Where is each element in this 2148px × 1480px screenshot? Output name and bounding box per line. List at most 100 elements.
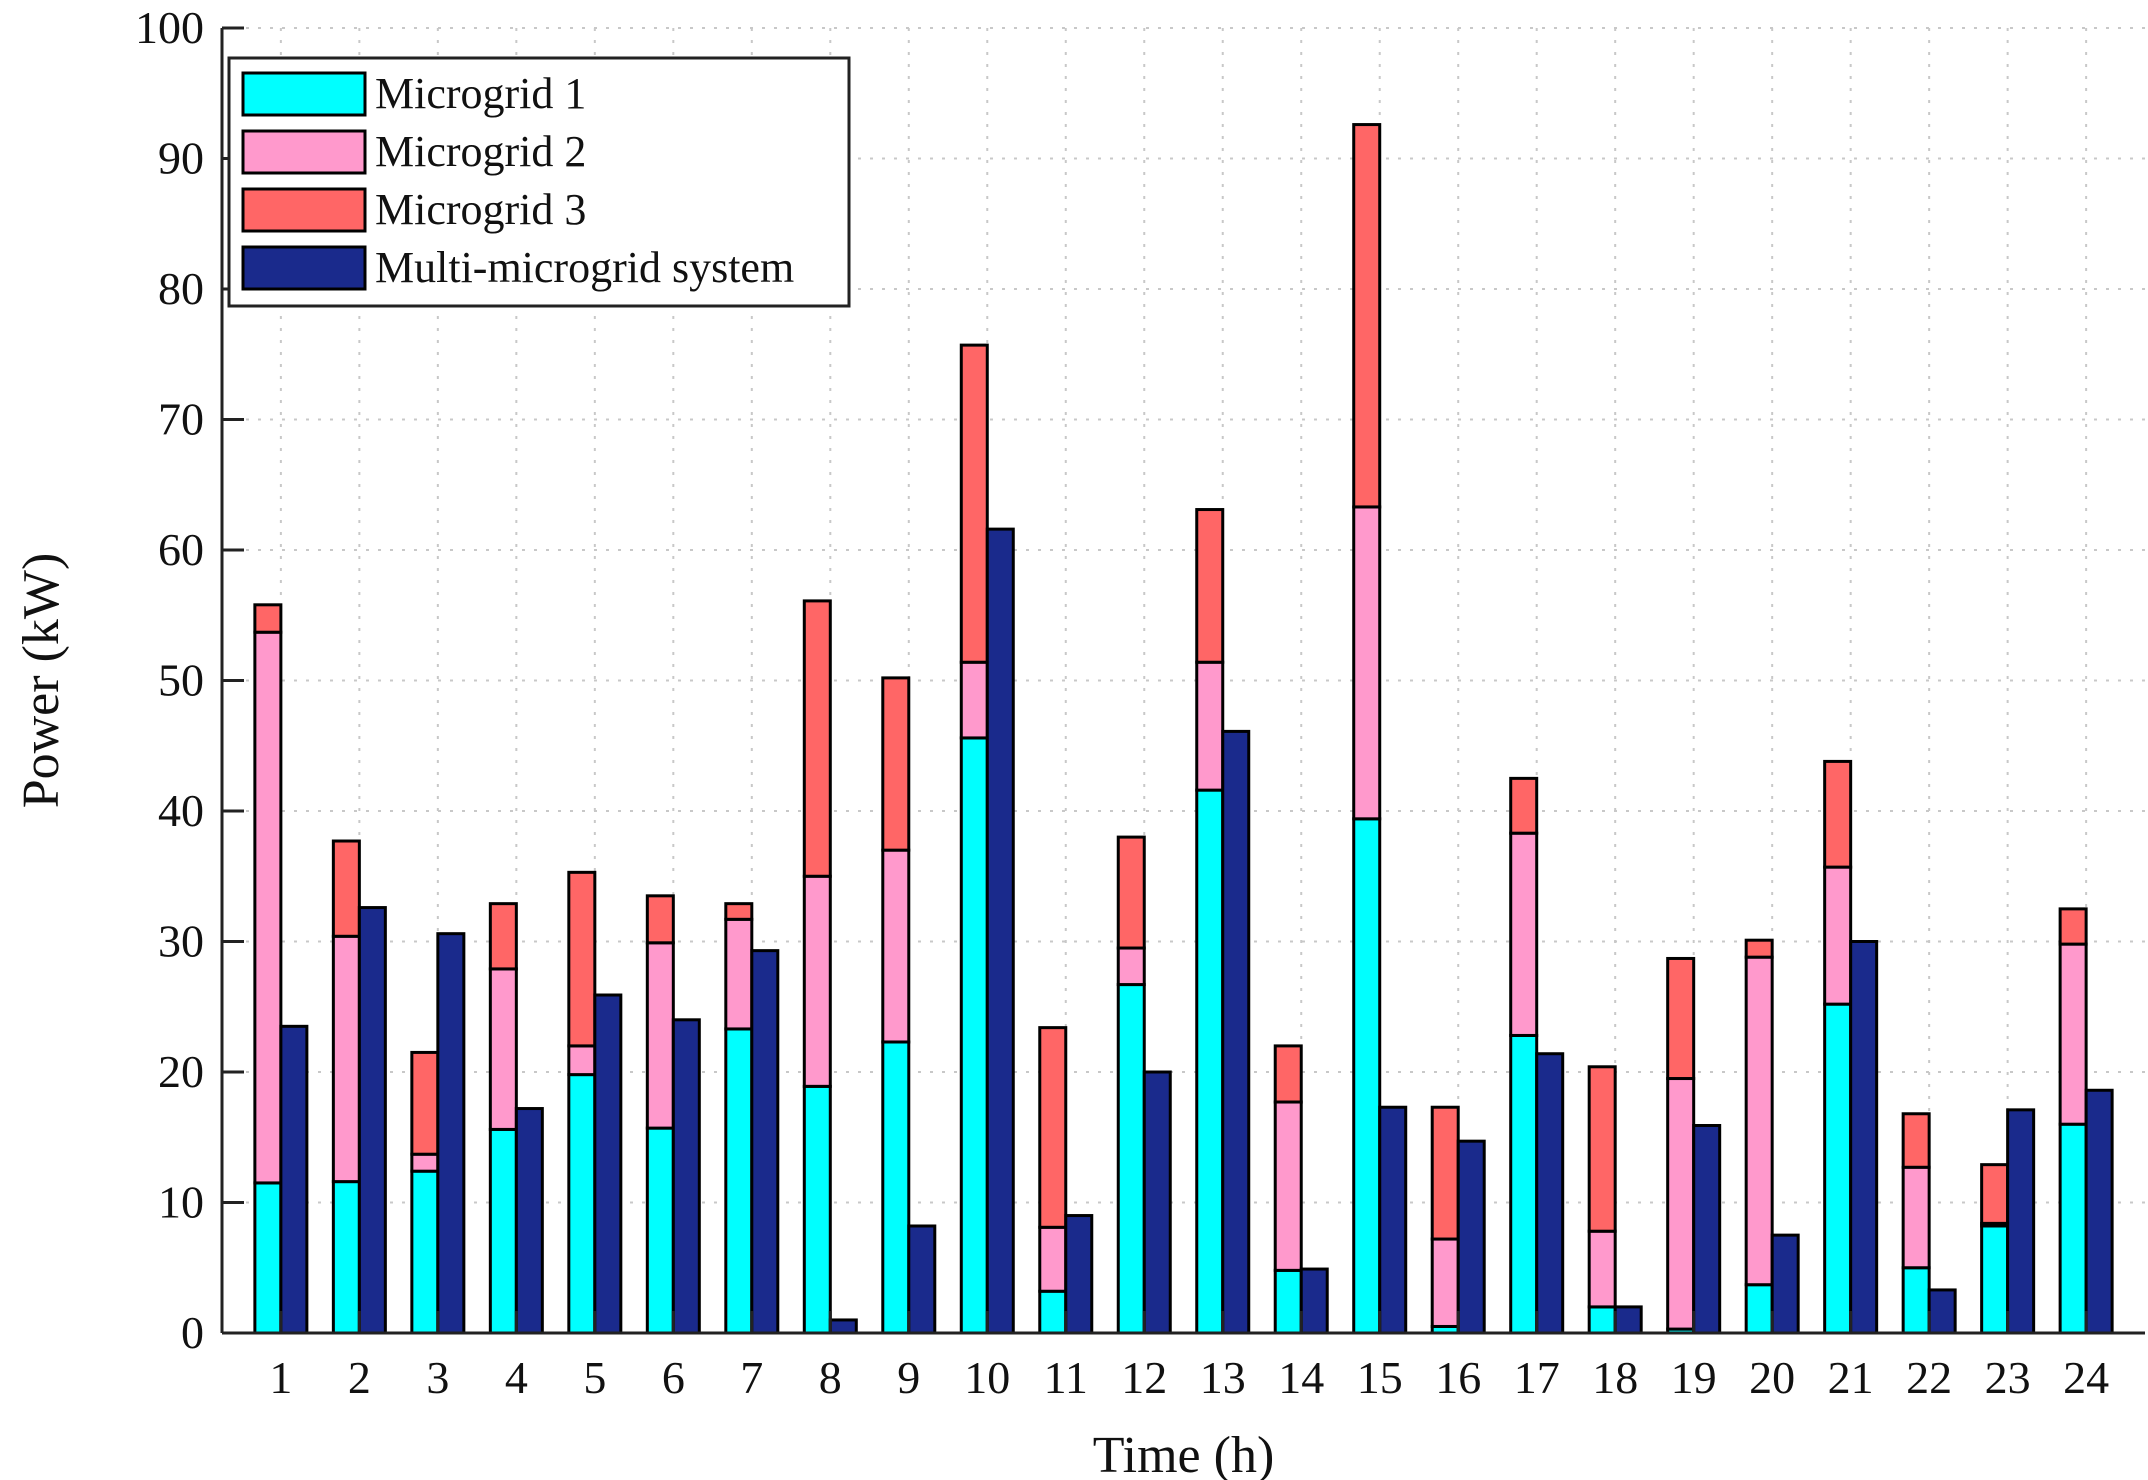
bar-microgrid-3-h20 [1744,938,1774,959]
bar-multi-microgrid-system-h18 [1613,1305,1643,1335]
bar-multi-microgrid-system-h13 [1221,729,1251,1335]
x-tick-label: 5 [583,1352,606,1403]
bar-microgrid-3-h13 [1195,508,1225,664]
bar-multi-microgrid-system-h6 [671,1018,701,1335]
x-tick-label: 10 [964,1352,1010,1403]
y-tick-label: 10 [158,1177,204,1228]
bar-microgrid-3-h17 [1509,776,1539,835]
bar-multi-microgrid-system-h10 [985,527,1015,1335]
bar-microgrid-1-h12 [1116,983,1146,1335]
x-tick-label: 8 [819,1352,842,1403]
bar-microgrid-1-h4 [488,1127,518,1335]
y-tick-label: 80 [158,263,204,314]
bar-microgrid-3-h2 [331,839,361,938]
legend-label: Multi-microgrid system [375,243,794,292]
bar-microgrid-1-h21 [1823,1002,1853,1335]
y-tick-label: 60 [158,524,204,575]
bar-multi-microgrid-system-h24 [2084,1088,2114,1335]
bar-multi-microgrid-system-h23 [2006,1108,2036,1335]
x-tick-label: 1 [269,1352,292,1403]
bar-microgrid-3-h11 [1038,1026,1068,1229]
x-tick-label: 19 [1671,1352,1717,1403]
bar-microgrid-3-h6 [645,894,675,945]
y-tick-label: 40 [158,785,204,836]
y-tick-label: 0 [181,1307,204,1358]
bar-microgrid-3-h22 [1901,1112,1931,1169]
y-tick-label: 30 [158,916,204,967]
bar-microgrid-1-h24 [2058,1122,2088,1335]
bar-microgrid-1-h8 [802,1084,832,1335]
y-tick-label: 100 [135,2,204,53]
bar-microgrid-2-h20 [1744,955,1774,1287]
x-tick-label: 12 [1121,1352,1167,1403]
bar-multi-microgrid-system-h19 [1692,1124,1722,1335]
bar-microgrid-1-h14 [1273,1268,1303,1335]
bar-microgrid-1-h3 [410,1169,440,1335]
x-axis-title: Time (h) [1093,1427,1275,1480]
bar-microgrid-3-h3 [410,1050,440,1156]
y-tick-label: 90 [158,133,204,184]
y-tick-label: 20 [158,1046,204,1097]
x-tick-label: 3 [426,1352,449,1403]
bar-microgrid-2-h11 [1038,1225,1068,1293]
bar-microgrid-1-h15 [1352,817,1382,1335]
x-tick-label: 14 [1278,1352,1324,1403]
x-tick-label: 18 [1592,1352,1638,1403]
bar-microgrid-2-h17 [1509,831,1539,1037]
bar-microgrid-2-h18 [1587,1229,1617,1309]
bar-microgrid-2-h8 [802,874,832,1088]
x-tick-label: 9 [897,1352,920,1403]
bar-microgrid-1-h2 [331,1180,361,1335]
bar-multi-microgrid-system-h9 [907,1224,937,1335]
bar-multi-microgrid-system-h11 [1064,1214,1094,1335]
bar-microgrid-3-h10 [959,343,989,664]
legend-swatch-multi-microgrid-system [241,245,367,291]
bar-microgrid-3-h23 [1980,1163,2010,1225]
bar-multi-microgrid-system-h15 [1378,1105,1408,1335]
x-tick-label: 6 [662,1352,685,1403]
legend-swatch-microgrid-3 [241,187,367,233]
bar-microgrid-2-h3 [410,1152,440,1173]
bar-microgrid-3-h9 [881,676,911,852]
x-tick-label: 23 [1985,1352,2031,1403]
legend-label: Microgrid 3 [375,185,586,234]
bar-microgrid-2-h2 [331,934,361,1184]
bar-microgrid-3-h1 [253,603,283,634]
y-tick-label: 70 [158,394,204,445]
bar-microgrid-2-h19 [1666,1077,1696,1331]
x-tick-label: 22 [1906,1352,1952,1403]
bar-multi-microgrid-system-h20 [1770,1233,1800,1335]
bar-microgrid-3-h24 [2058,907,2088,946]
bar-microgrid-2-h7 [724,917,754,1031]
bar-microgrid-1-h11 [1038,1289,1068,1335]
bar-microgrid-2-h4 [488,967,518,1131]
bar-multi-microgrid-system-h2 [357,906,387,1335]
bar-microgrid-1-h6 [645,1126,675,1335]
bar-microgrid-2-h14 [1273,1100,1303,1272]
bar-multi-microgrid-system-h21 [1849,940,1879,1335]
x-tick-label: 4 [505,1352,528,1403]
bar-multi-microgrid-system-h5 [593,993,623,1335]
bar-multi-microgrid-system-h17 [1535,1052,1565,1335]
bar-multi-microgrid-system-h22 [1927,1288,1957,1335]
bar-microgrid-1-h18 [1587,1305,1617,1335]
legend-swatch-microgrid-2 [241,129,367,175]
bar-microgrid-1-h9 [881,1040,911,1335]
bar-multi-microgrid-system-h14 [1299,1267,1329,1335]
bar-microgrid-2-h10 [959,660,989,740]
bar-microgrid-3-h12 [1116,835,1146,950]
x-tick-label: 11 [1044,1352,1088,1403]
bar-microgrid-1-h20 [1744,1283,1774,1335]
bar-microgrid-2-h5 [567,1044,597,1077]
bar-microgrid-3-h21 [1823,759,1853,869]
bar-microgrid-1-h17 [1509,1033,1539,1335]
bar-microgrid-3-h19 [1666,956,1696,1081]
legend: Microgrid 1 Microgrid 2 Microgrid 3 Multi-m… [227,56,851,308]
x-tick-label: 21 [1828,1352,1874,1403]
bar-microgrid-3-h14 [1273,1044,1303,1104]
bar-microgrid-2-h9 [881,848,911,1044]
x-tick-label: 7 [740,1352,763,1403]
